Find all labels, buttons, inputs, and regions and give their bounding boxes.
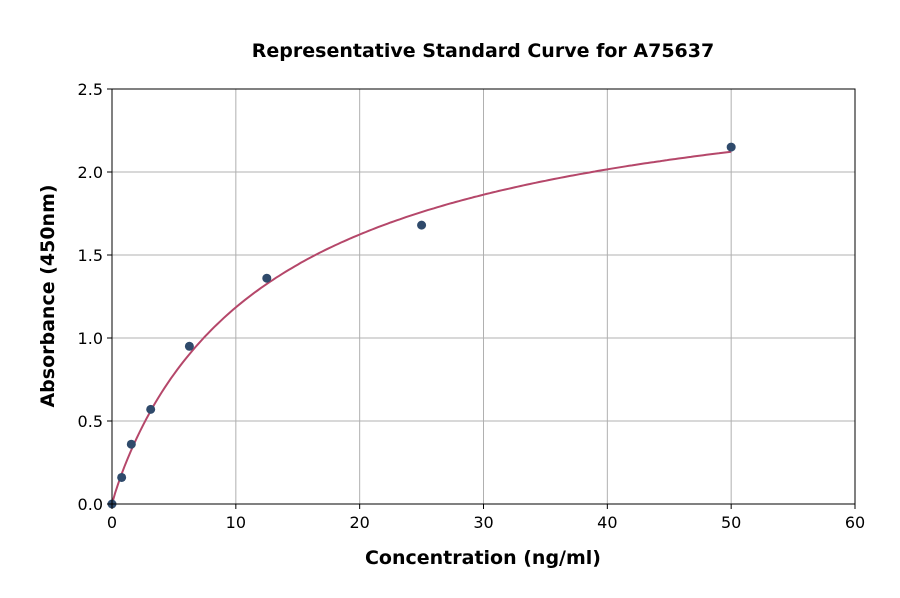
x-tick-label: 10: [226, 513, 246, 532]
data-point: [117, 472, 127, 482]
data-point: [726, 142, 736, 152]
x-tick-label: 50: [721, 513, 741, 532]
y-tick-label: 0.0: [78, 495, 103, 514]
y-tick-label: 0.5: [78, 412, 103, 431]
x-tick-label: 0: [107, 513, 117, 532]
data-point: [184, 341, 194, 351]
x-tick-label: 20: [349, 513, 369, 532]
x-tick-label: 40: [597, 513, 617, 532]
chart-title: Representative Standard Curve for A75637: [252, 40, 714, 62]
x-tick-label: 30: [473, 513, 493, 532]
y-tick-label: 2.0: [78, 163, 103, 182]
data-point: [417, 220, 427, 230]
data-point: [262, 273, 272, 283]
y-tick-label: 1.0: [78, 329, 103, 348]
x-axis-label: Concentration (ng/ml): [365, 547, 601, 569]
fit-curve: [111, 150, 732, 505]
data-point: [146, 404, 156, 414]
x-tick-label: 60: [845, 513, 865, 532]
y-axis-label: Absorbance (450nm): [37, 184, 59, 407]
y-tick-label: 2.5: [78, 80, 103, 99]
y-tick-label: 1.5: [78, 246, 103, 265]
data-point: [126, 439, 136, 449]
